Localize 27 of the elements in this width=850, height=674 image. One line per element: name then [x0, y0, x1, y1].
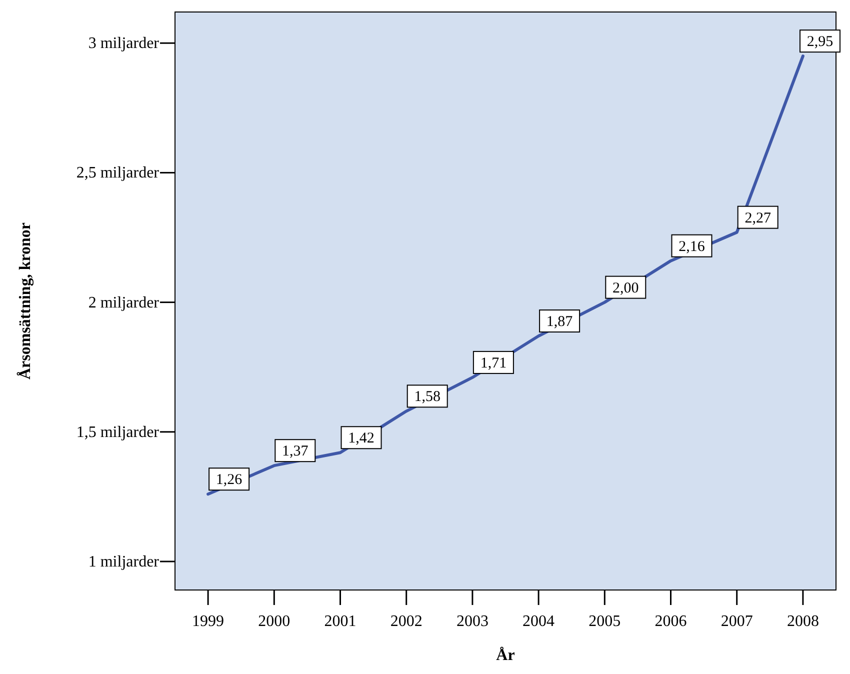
x-tick-label: 2004 [522, 613, 555, 630]
data-label: 1,71 [480, 355, 507, 372]
x-tick-label: 2002 [390, 613, 422, 630]
data-label: 1,58 [414, 389, 440, 406]
x-tick-label: 2003 [456, 613, 488, 630]
y-tick-label: 2,5 miljarder [76, 164, 160, 182]
data-label: 2,95 [806, 34, 834, 50]
data-label: 2,27 [744, 210, 772, 226]
y-tick-label: 3 miljarder [88, 35, 160, 52]
y-tick-label: 1 miljarder [88, 553, 160, 570]
x-tick-label: 2006 [654, 613, 687, 630]
data-label: 1,42 [348, 430, 374, 447]
data-label: 1,87 [546, 314, 574, 330]
x-tick-label: 2001 [324, 613, 356, 630]
x-tick-label: 2005 [588, 613, 621, 630]
x-axis-title: År [496, 646, 515, 664]
x-tick-label: 2007 [720, 613, 753, 630]
x-tick-label: 1999 [192, 613, 224, 630]
y-tick-label: 1,5 miljarder [76, 424, 160, 441]
y-axis-title: Årsomsättning, kronor [16, 222, 34, 380]
data-label: 2,16 [678, 238, 706, 255]
data-label: 1,26 [216, 472, 243, 488]
y-tick-label: 2 miljarder [88, 294, 160, 312]
x-tick-label: 2000 [258, 613, 290, 630]
data-label: 2,00 [612, 280, 639, 296]
data-label: 1,37 [282, 444, 309, 460]
x-tick-label: 2008 [786, 613, 819, 630]
